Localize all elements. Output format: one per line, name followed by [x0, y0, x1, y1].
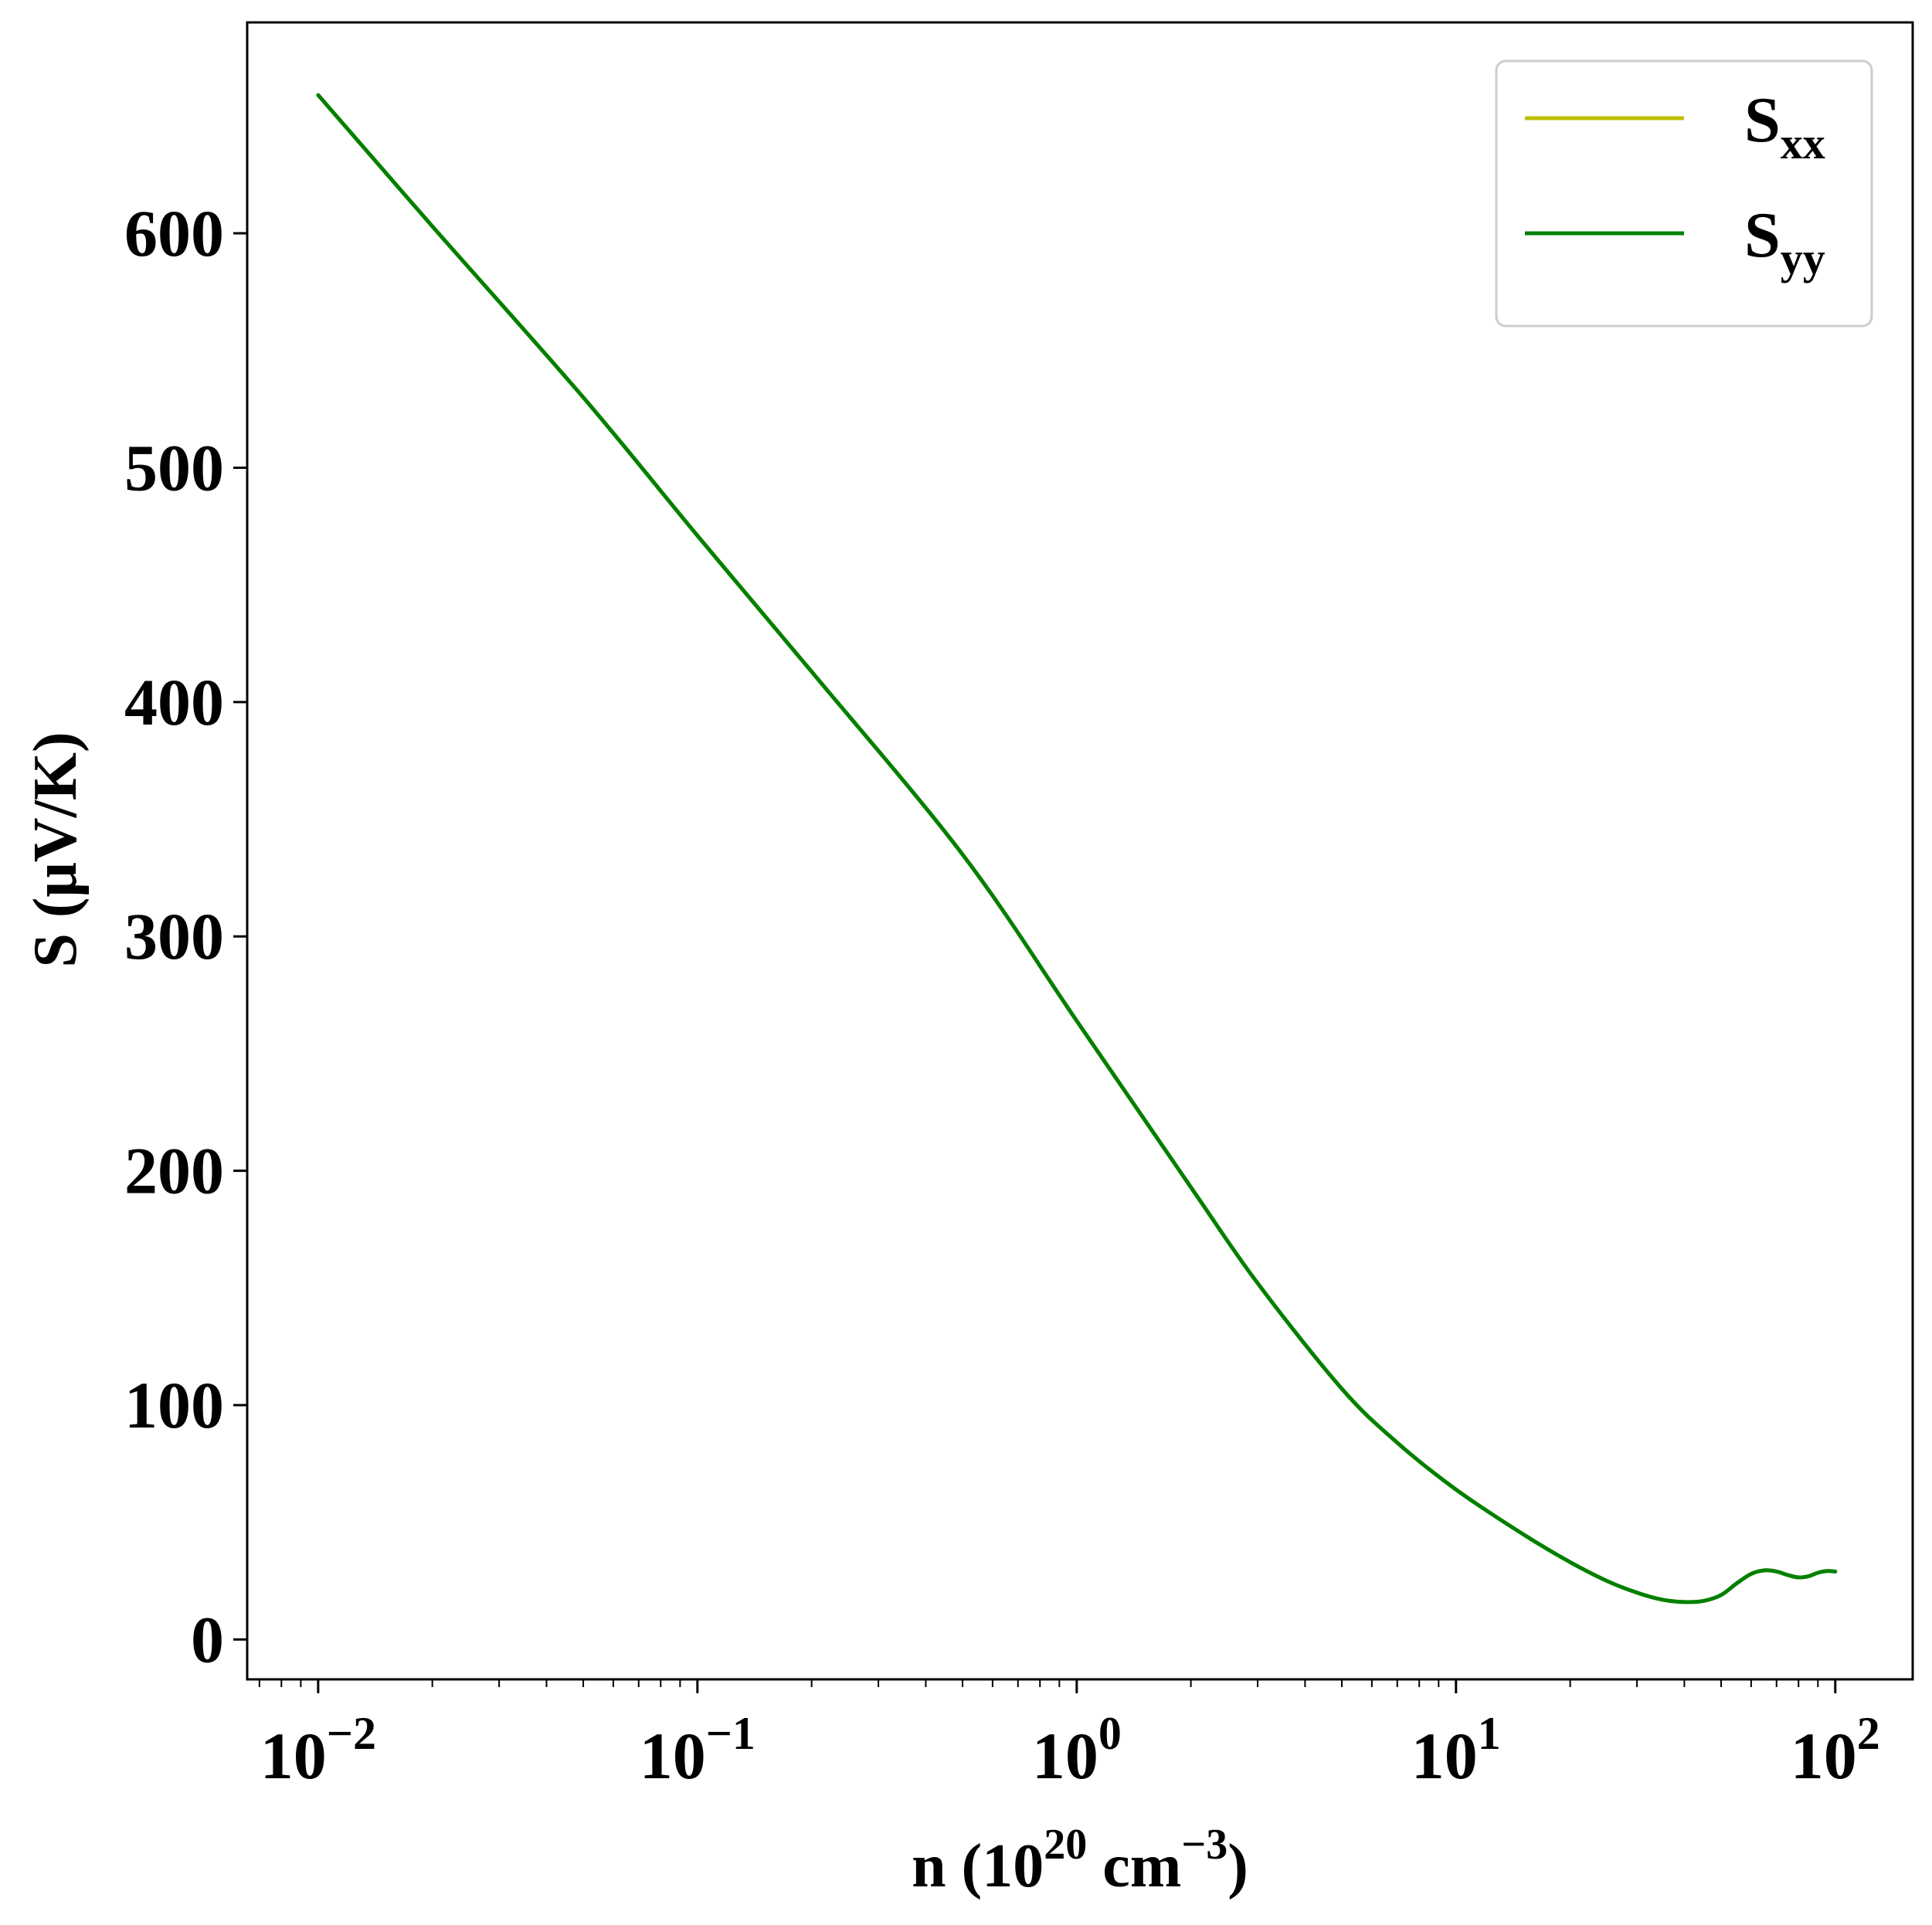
legend-label-sxx-base: S [1744, 84, 1781, 156]
legend: Sxx Syy [1495, 59, 1873, 328]
x-axis-label: n (1020 cm−3) [912, 1821, 1248, 1900]
x-axis-label-mid: cm [1087, 1832, 1181, 1900]
x-axis-label-suffix: ) [1227, 1832, 1248, 1900]
series-line-syy [316, 93, 1838, 1604]
x-tick-label: 10−1 [640, 1708, 755, 1793]
legend-label-syy: Syy [1744, 199, 1825, 283]
y-tick-label: 200 [124, 1134, 224, 1208]
x-tick-label: 102 [1791, 1708, 1880, 1793]
plot-frame [246, 21, 1914, 1681]
legend-label-syy-sub: yy [1781, 233, 1825, 283]
ticks-layer: 0 100 200 300 400 500 600 10−2 10−1 100 101 102 [124, 196, 1880, 1793]
legend-label-syy-base: S [1744, 199, 1781, 271]
y-tick-label: 300 [124, 899, 224, 973]
y-tick-label: 0 [191, 1602, 224, 1676]
x-axis-label-prefix: n (10 [912, 1832, 1044, 1900]
y-tick-label: 500 [124, 430, 224, 504]
series-layer [316, 93, 1838, 1604]
legend-label-sxx-sub: xx [1781, 118, 1825, 168]
x-axis-label-exp2: −3 [1181, 1821, 1227, 1869]
x-tick-label: 100 [1032, 1708, 1122, 1793]
y-tick-label: 100 [124, 1368, 224, 1442]
legend-box [1495, 59, 1873, 328]
x-axis-label-exp1: 20 [1044, 1821, 1087, 1869]
y-axis-label: S (μV/K) [22, 732, 90, 967]
y-tick-label: 400 [124, 665, 224, 739]
legend-label-sxx: Sxx [1744, 84, 1825, 168]
y-tick-label: 600 [124, 196, 224, 270]
x-tick-label: 101 [1411, 1708, 1501, 1793]
x-tick-label: 10−2 [260, 1708, 376, 1793]
